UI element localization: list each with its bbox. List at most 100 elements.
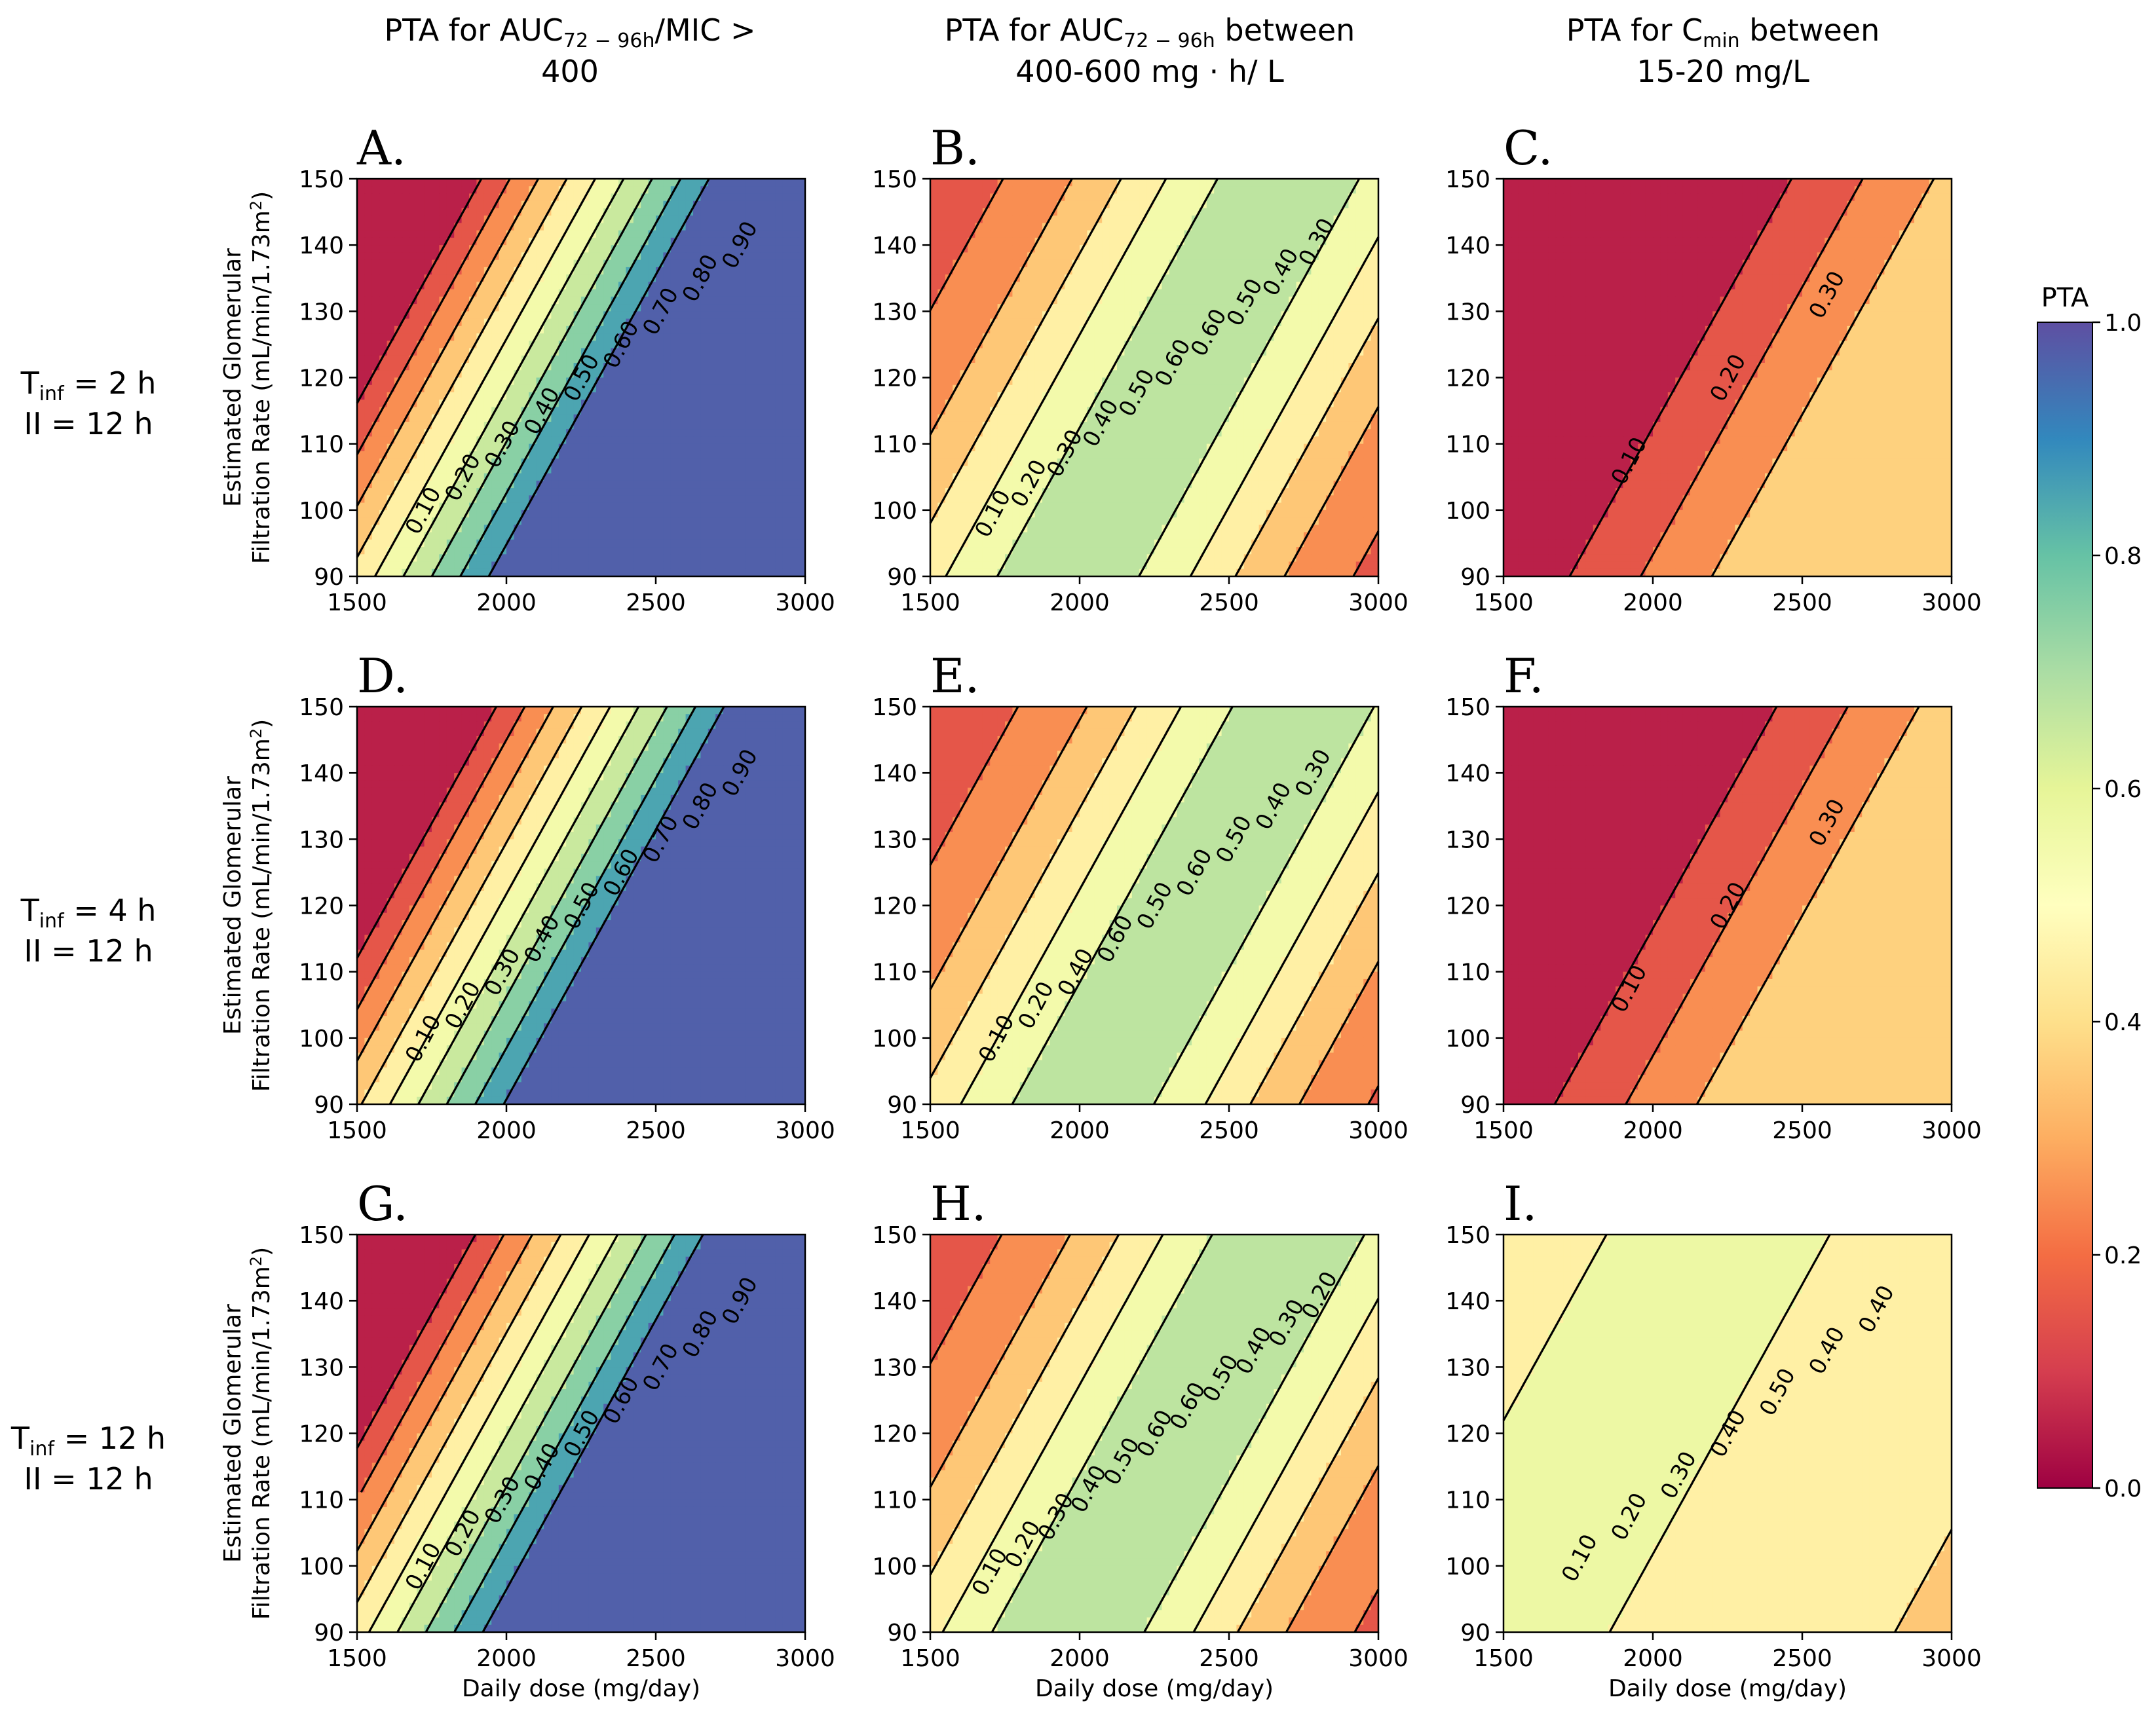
contour-cell <box>790 237 799 246</box>
contour-cell <box>446 186 455 195</box>
contour-cell <box>424 466 432 474</box>
row-label-subscript: inf <box>39 910 65 933</box>
contour-cell <box>1117 370 1125 379</box>
contour-cell <box>745 326 753 334</box>
contour-cell <box>371 429 380 438</box>
contour-cell <box>558 215 567 224</box>
contour-cell <box>678 421 687 430</box>
contour-cell <box>641 480 649 489</box>
contour-cell <box>1102 326 1110 334</box>
contour-cell <box>1102 318 1110 327</box>
contour-cell <box>364 510 373 518</box>
contour-cell <box>1005 186 1013 195</box>
column-title-line2: 400-600 mg · h/ L <box>1015 54 1284 89</box>
contour-cell <box>469 436 478 445</box>
y-axis-label-superscript: 2 <box>247 200 265 210</box>
contour-cell <box>975 370 983 379</box>
contour-cell <box>424 554 432 563</box>
contour-cell <box>618 289 627 297</box>
contour-cell <box>968 179 976 187</box>
contour-cell <box>611 532 619 540</box>
contour-cell <box>611 480 619 489</box>
contour-cell <box>588 259 597 268</box>
contour-cell <box>491 215 500 224</box>
contour-cell <box>997 370 1006 379</box>
contour-cell <box>483 400 492 408</box>
contour-cell <box>514 274 522 283</box>
contour-cell <box>1027 200 1036 209</box>
contour-cell <box>656 429 664 438</box>
contour-cell <box>581 539 590 548</box>
contour-cell <box>782 200 791 209</box>
contour-cell <box>1333 267 1342 275</box>
contour-cell <box>618 510 627 518</box>
contour-cell <box>753 223 761 231</box>
contour-cell <box>1318 186 1327 195</box>
contour-cell <box>768 341 776 349</box>
contour-cell <box>790 289 799 297</box>
contour-cell <box>476 561 485 570</box>
contour-cell <box>1229 223 1238 231</box>
contour-cell <box>1348 326 1357 334</box>
contour-cell <box>379 267 388 275</box>
contour-cell <box>1348 245 1357 253</box>
contour-cell <box>1057 179 1065 187</box>
contour-cell <box>596 392 604 401</box>
contour-cell <box>461 230 470 238</box>
contour-cell <box>461 370 470 379</box>
contour-cell <box>753 495 761 504</box>
contour-cell <box>626 429 634 438</box>
contour-cell <box>1363 304 1372 312</box>
contour-cell <box>1169 193 1177 202</box>
contour-cell <box>454 245 463 253</box>
contour-cell <box>633 458 641 467</box>
contour-cell <box>1206 245 1215 253</box>
contour-cell <box>670 495 679 504</box>
contour-cell <box>544 517 552 526</box>
contour-cell <box>656 436 664 445</box>
contour-cell <box>1109 215 1118 224</box>
contour-cell <box>1348 252 1357 261</box>
contour-cell <box>544 179 552 187</box>
contour-cell <box>1169 208 1177 216</box>
contour-cell <box>544 252 552 261</box>
contour-cell <box>797 193 806 202</box>
contour-cell <box>1131 193 1140 202</box>
contour-cell <box>357 458 366 467</box>
contour-cell <box>1034 296 1043 305</box>
contour-cell <box>1087 193 1095 202</box>
contour-cell <box>708 333 716 342</box>
contour-cell <box>782 363 791 371</box>
contour-cell <box>738 341 746 349</box>
contour-cell <box>611 215 619 224</box>
contour-cell <box>670 193 679 202</box>
contour-cell <box>1258 223 1267 231</box>
contour-cell <box>417 355 425 363</box>
contour-cell <box>1146 179 1155 187</box>
contour-cell <box>1146 333 1155 342</box>
contour-cell <box>387 179 395 187</box>
contour-cell <box>424 547 432 555</box>
contour-cell <box>1258 318 1267 327</box>
contour-cell <box>790 400 799 408</box>
contour-cell <box>626 407 634 415</box>
contour-cell <box>790 384 799 393</box>
contour-cell <box>670 547 679 555</box>
contour-cell <box>544 326 552 334</box>
contour-cell <box>476 193 485 202</box>
contour-cell <box>1139 230 1148 238</box>
contour-cell <box>1131 296 1140 305</box>
contour-cell <box>1042 333 1051 342</box>
contour-cell <box>379 179 388 187</box>
contour-cell <box>678 326 687 334</box>
contour-cell <box>1102 259 1110 268</box>
contour-cell <box>1139 341 1148 349</box>
contour-cell <box>603 179 612 187</box>
contour-cell <box>483 282 492 290</box>
contour-cell <box>685 289 694 297</box>
contour-cell <box>1102 252 1110 261</box>
contour-cell <box>1221 274 1230 283</box>
contour-cell <box>633 561 641 570</box>
contour-cell <box>1355 311 1364 320</box>
contour-cell <box>648 289 656 297</box>
